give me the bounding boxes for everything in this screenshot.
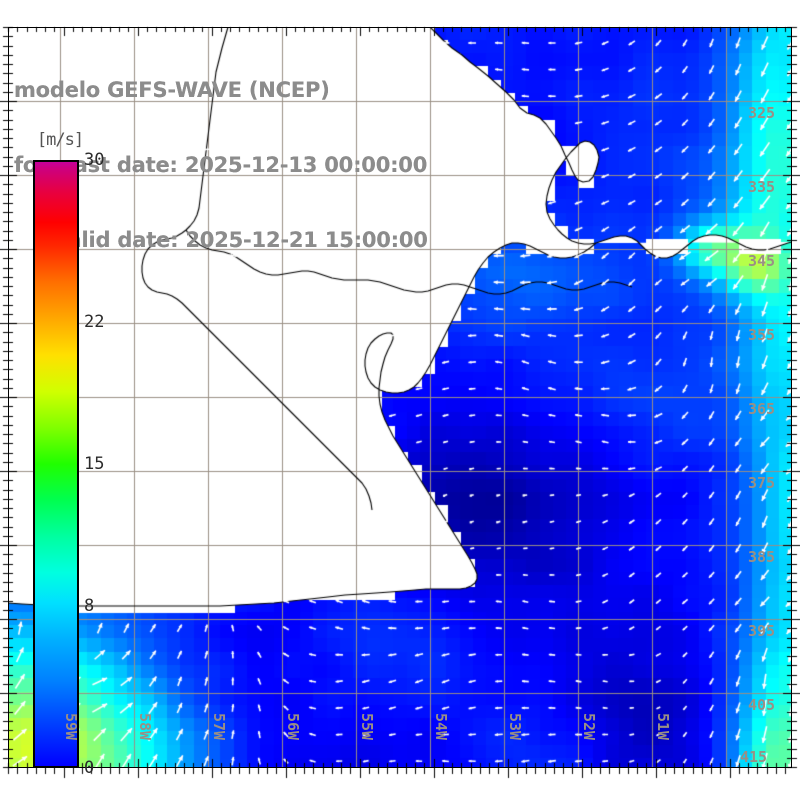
latitude-label-415: 415 — [740, 748, 768, 766]
colorbar-tick-15: 15 — [84, 454, 105, 474]
colorbar — [33, 160, 79, 768]
latitude-label-375: 375 — [748, 474, 776, 492]
colorbar-tick-22: 22 — [84, 312, 105, 333]
title-valid-line: valid date: 2025-12-21 15:00:00 — [54, 228, 428, 252]
longitude-label-53W: 53W — [506, 713, 524, 741]
longitude-label-54W: 54W — [432, 713, 450, 741]
longitude-label-51W: 51W — [654, 713, 672, 741]
latitude-label-355: 355 — [748, 326, 776, 344]
latitude-label-335: 335 — [748, 178, 776, 196]
latitude-label-365: 365 — [748, 400, 776, 418]
longitude-label-52W: 52W — [580, 713, 598, 741]
map-title-block: modelo GEFS-WAVE (NCEP) forecast date: 2… — [10, 28, 530, 303]
latitude-label-395: 395 — [748, 622, 776, 640]
title-model-line: modelo GEFS-WAVE (NCEP) — [14, 78, 330, 102]
longitude-label-56W: 56W — [284, 713, 302, 741]
colorbar-gradient — [33, 160, 79, 768]
latitude-label-405: 405 — [748, 696, 776, 714]
colorbar-tick-30: 30 — [84, 150, 105, 170]
title-forecast-line: forecast date: 2025-12-13 00:00:00 — [14, 153, 428, 177]
colorbar-unit-label: [m/s] — [36, 130, 84, 150]
longitude-label-55W: 55W — [358, 713, 376, 741]
latitude-label-385: 385 — [748, 548, 776, 566]
latitude-label-325: 325 — [748, 104, 776, 122]
latitude-label-345: 345 — [748, 252, 776, 270]
colorbar-tick-0: 0 — [84, 758, 95, 778]
colorbar-tick-8: 8 — [84, 595, 95, 616]
longitude-label-57W: 57W — [210, 713, 228, 741]
longitude-label-58W: 58W — [136, 713, 154, 741]
longitude-label-59W: 59W — [62, 713, 80, 741]
